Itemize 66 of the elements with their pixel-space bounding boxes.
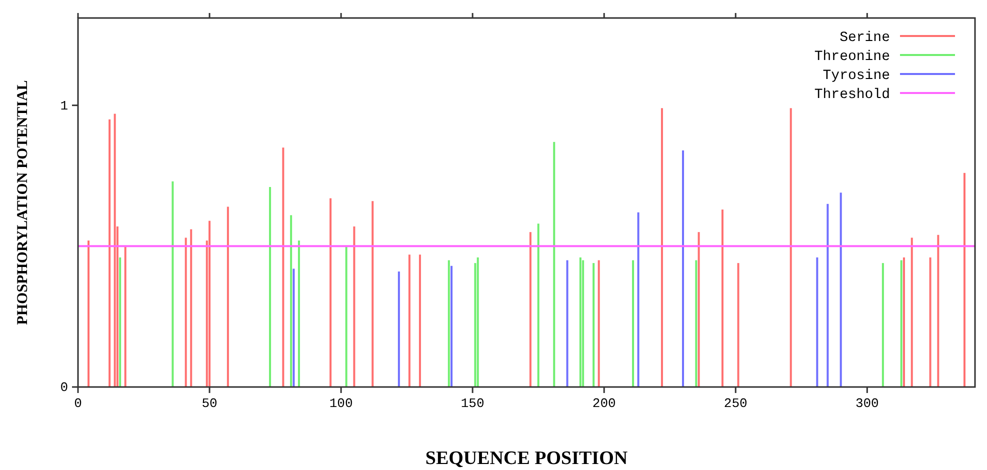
- bar: [190, 229, 192, 387]
- bar: [698, 232, 700, 387]
- bar: [721, 210, 724, 387]
- bar: [637, 212, 640, 387]
- legend-label: Tyrosine: [822, 68, 890, 84]
- bar: [172, 181, 174, 387]
- x-tick-label: 150: [460, 396, 484, 411]
- bar: [448, 260, 450, 387]
- bar: [124, 246, 126, 387]
- bar: [529, 232, 532, 387]
- bar: [660, 108, 663, 387]
- bar: [826, 204, 829, 387]
- bar: [408, 254, 410, 387]
- x-axis-title: SEQUENCE POSITION: [425, 448, 628, 469]
- bar: [119, 257, 122, 387]
- bar: [372, 201, 374, 387]
- x-tick-label: 200: [592, 396, 616, 411]
- bar: [682, 150, 684, 387]
- bar: [226, 206, 229, 387]
- bar: [900, 260, 902, 387]
- y-tick-label: 1: [60, 98, 68, 114]
- bar: [290, 215, 292, 387]
- bar: [184, 238, 187, 387]
- bar: [537, 224, 540, 387]
- x-tick-label: 100: [329, 396, 353, 411]
- x-tick-label: 300: [855, 396, 879, 411]
- bar: [345, 246, 348, 387]
- bar: [902, 257, 905, 387]
- bar: [476, 257, 479, 387]
- bar: [292, 268, 295, 387]
- bar: [298, 240, 300, 387]
- bar: [114, 114, 116, 387]
- bar: [929, 257, 932, 387]
- bar: [398, 272, 400, 387]
- bar: [937, 234, 940, 387]
- legend-label: Serine: [840, 30, 890, 46]
- bar: [553, 142, 556, 387]
- bar: [282, 148, 284, 387]
- bar: [88, 240, 90, 387]
- bar: [450, 266, 453, 387]
- bar: [840, 192, 842, 387]
- bar: [579, 257, 582, 387]
- x-tick-label: 50: [202, 396, 218, 411]
- y-axis-title: PHOSPHORYLATION POTENTIAL: [15, 80, 31, 325]
- bar: [632, 260, 634, 387]
- bar: [910, 238, 913, 387]
- bar: [269, 187, 272, 387]
- bar: [108, 119, 111, 387]
- bar: [816, 257, 818, 387]
- bar: [330, 198, 332, 387]
- x-tick-label: 0: [74, 396, 82, 411]
- bar: [737, 263, 740, 387]
- bar: [882, 263, 884, 387]
- legend-label: Threonine: [814, 49, 890, 65]
- legend-label: Threshold: [814, 87, 890, 103]
- bar: [353, 226, 356, 387]
- bar: [418, 254, 421, 387]
- bar: [592, 263, 595, 387]
- bar: [598, 260, 600, 387]
- bar: [695, 260, 698, 387]
- x-tick-label: 250: [724, 396, 748, 411]
- bar: [963, 172, 966, 387]
- bar: [566, 260, 568, 387]
- bar: [582, 260, 584, 387]
- bar: [790, 108, 792, 387]
- bar: [208, 220, 211, 387]
